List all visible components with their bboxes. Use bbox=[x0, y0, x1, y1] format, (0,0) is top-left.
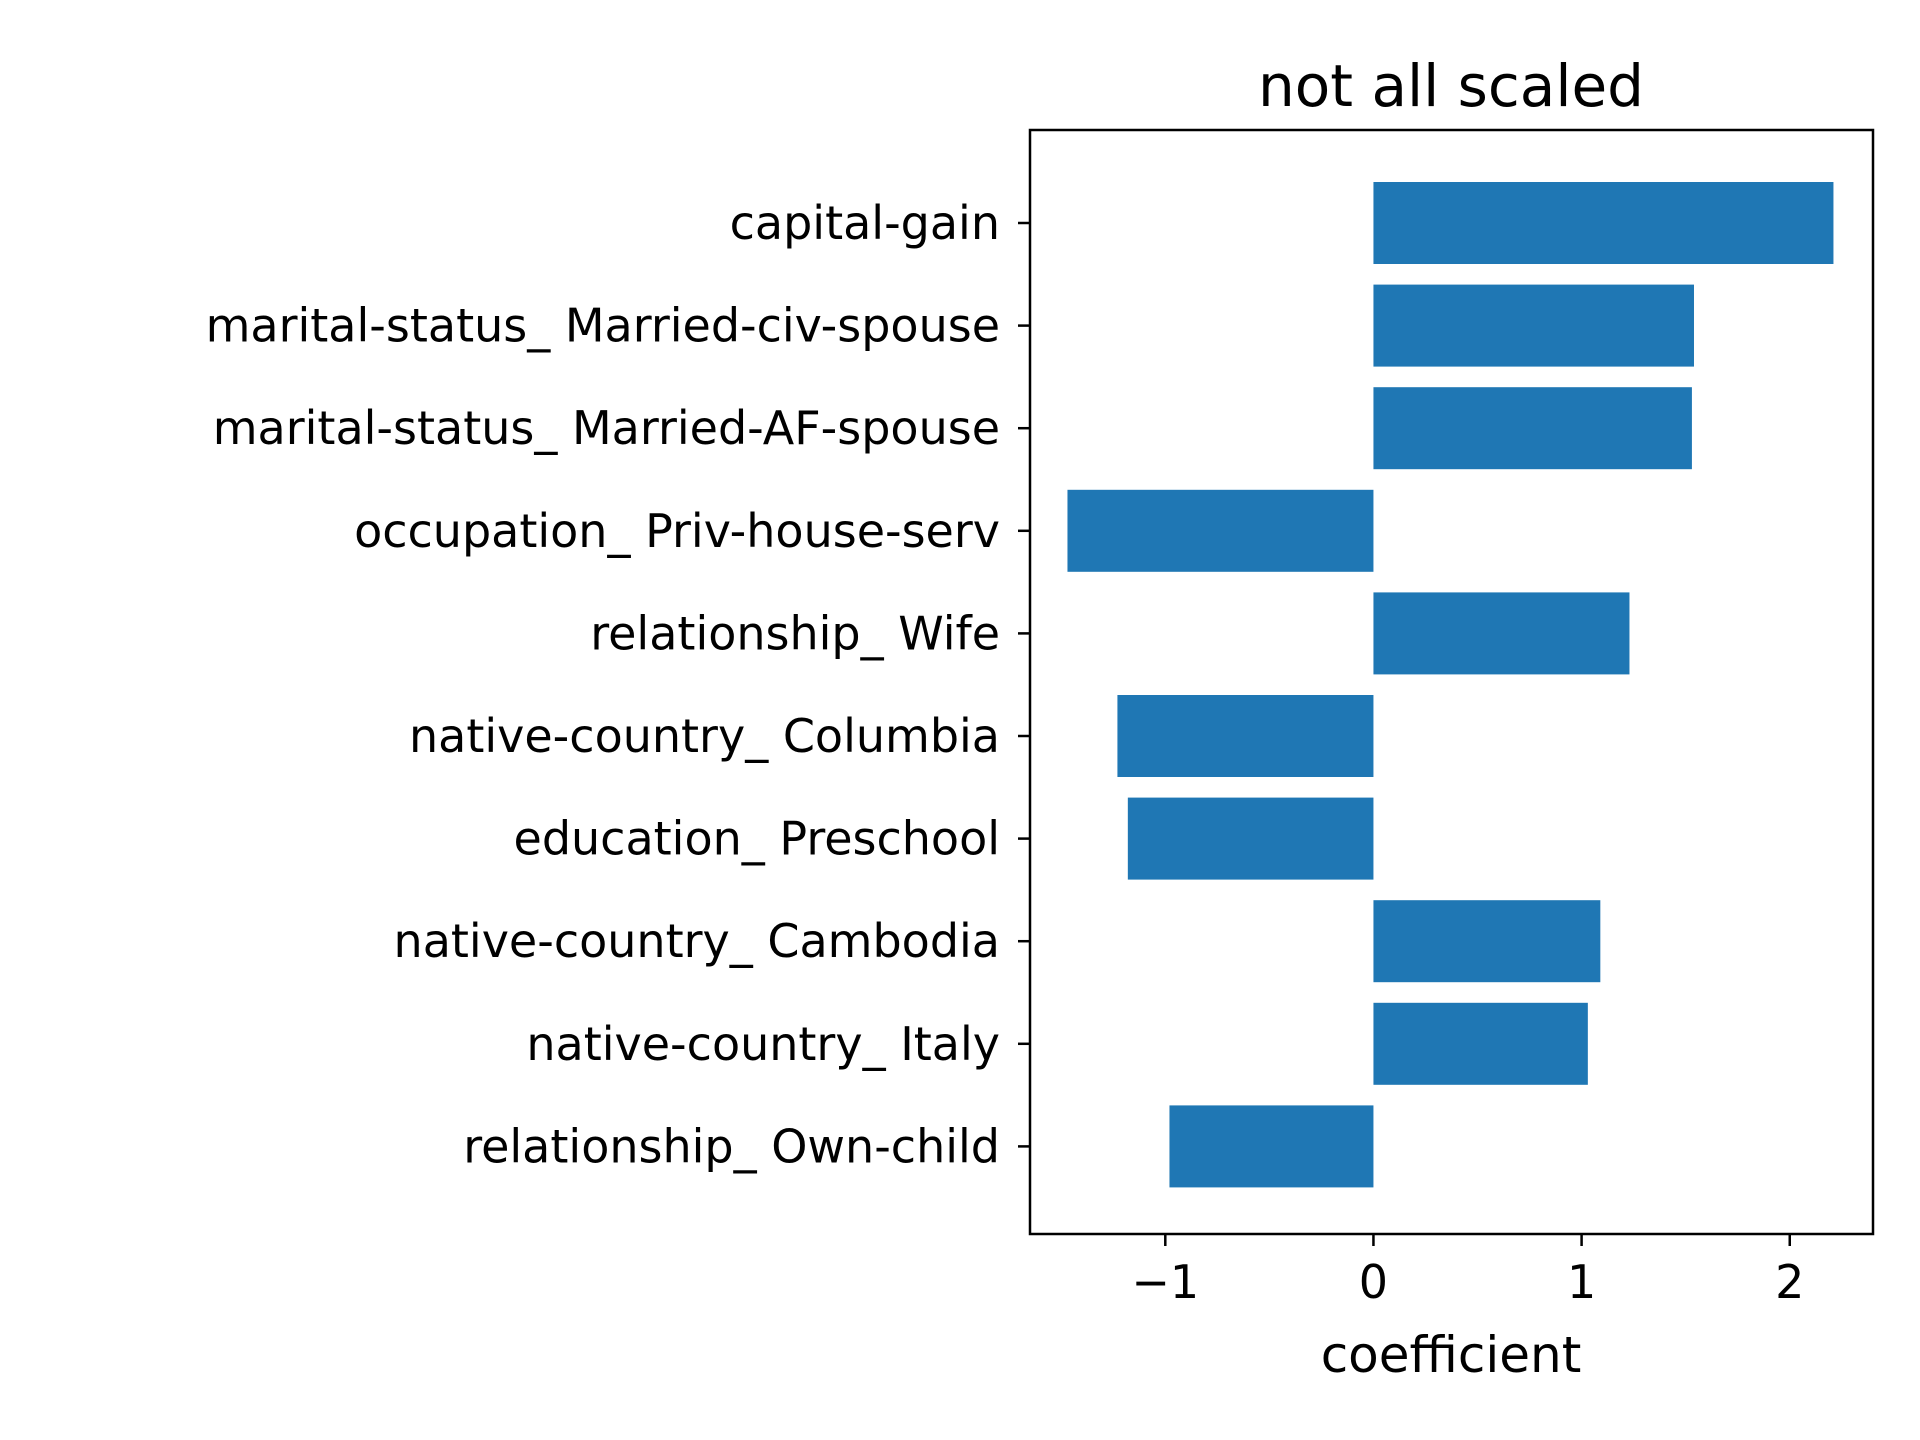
x-tick-label-0: −1 bbox=[1131, 1255, 1199, 1309]
x-axis-ticks: −1 0 1 2 bbox=[1131, 1234, 1804, 1309]
y-tick-label-4: relationship_ Wife bbox=[590, 606, 1000, 660]
bar-5 bbox=[1117, 695, 1374, 777]
y-tick-label-0: capital-gain bbox=[730, 196, 1000, 250]
y-tick-label-6: education_ Preschool bbox=[514, 812, 1000, 866]
bars-group bbox=[1067, 182, 1834, 1188]
bar-6 bbox=[1127, 797, 1374, 880]
x-tick-label-1: 0 bbox=[1359, 1255, 1388, 1309]
y-axis-ticks: capital-gain marital-status_ Married-civ-… bbox=[206, 196, 1030, 1173]
plot-frame bbox=[1028, 128, 1875, 1236]
y-tick-label-8: native-country_ Italy bbox=[526, 1017, 1000, 1071]
y-tick-label-2: marital-status_ Married-AF-spouse bbox=[213, 401, 1000, 455]
bar-1 bbox=[1373, 284, 1694, 367]
y-tick-label-3: occupation_ Priv-house-serv bbox=[354, 504, 1000, 558]
y-tick-label-9: relationship_ Own-child bbox=[463, 1119, 1000, 1173]
chart-title: not all scaled bbox=[1258, 52, 1644, 120]
bar-4 bbox=[1373, 592, 1630, 675]
bar-2 bbox=[1373, 387, 1692, 470]
bar-7 bbox=[1373, 900, 1601, 983]
y-tick-label-5: native-country_ Columbia bbox=[409, 709, 1000, 763]
y-tick-label-1: marital-status_ Married-civ-spouse bbox=[206, 299, 1000, 353]
x-tick-label-3: 2 bbox=[1775, 1255, 1804, 1309]
y-tick-label-7: native-country_ Cambodia bbox=[394, 914, 1000, 968]
bar-3 bbox=[1067, 489, 1374, 572]
bar-9 bbox=[1169, 1105, 1374, 1188]
x-axis-label: coefficient bbox=[1321, 1326, 1582, 1384]
bar-0 bbox=[1373, 182, 1834, 264]
bar-8 bbox=[1373, 1002, 1588, 1085]
x-tick-label-2: 1 bbox=[1567, 1255, 1596, 1309]
